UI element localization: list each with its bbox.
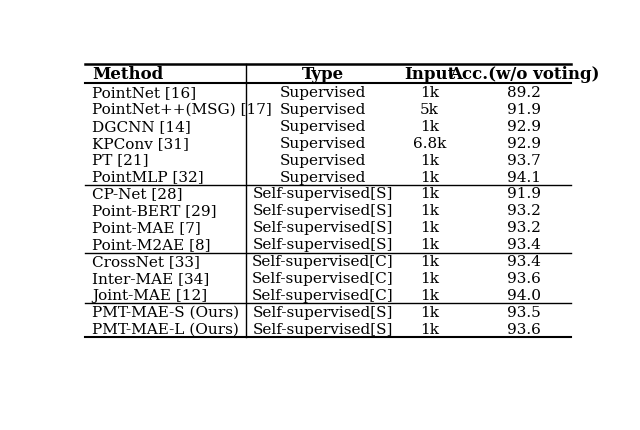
Text: Method: Method: [92, 66, 164, 83]
Text: Point-M2AE [8]: Point-M2AE [8]: [92, 238, 211, 252]
Text: Acc.(w/o voting): Acc.(w/o voting): [449, 66, 599, 83]
Text: KPConv [31]: KPConv [31]: [92, 136, 189, 150]
Text: 1k: 1k: [420, 322, 439, 336]
Text: 92.9: 92.9: [507, 120, 541, 133]
Text: Self-supervised[C]: Self-supervised[C]: [252, 255, 394, 269]
Text: 94.1: 94.1: [507, 170, 541, 184]
Text: 93.5: 93.5: [507, 305, 541, 319]
Text: PointNet++(MSG) [17]: PointNet++(MSG) [17]: [92, 103, 272, 117]
Text: 92.9: 92.9: [507, 136, 541, 150]
Text: 1k: 1k: [420, 153, 439, 167]
Text: Point-BERT [29]: Point-BERT [29]: [92, 204, 217, 218]
Text: Point-MAE [7]: Point-MAE [7]: [92, 221, 201, 235]
Text: Self-supervised[S]: Self-supervised[S]: [253, 305, 393, 319]
Text: 1k: 1k: [420, 86, 439, 100]
Text: Self-supervised[C]: Self-supervised[C]: [252, 289, 394, 302]
Text: Self-supervised[S]: Self-supervised[S]: [253, 204, 393, 218]
Text: 1k: 1k: [420, 221, 439, 235]
Text: 1k: 1k: [420, 204, 439, 218]
Text: 93.4: 93.4: [507, 238, 541, 252]
Text: 93.2: 93.2: [507, 204, 541, 218]
Text: CP-Net [28]: CP-Net [28]: [92, 187, 183, 201]
Text: PointMLP [32]: PointMLP [32]: [92, 170, 204, 184]
Text: 1k: 1k: [420, 238, 439, 252]
Text: Self-supervised[S]: Self-supervised[S]: [253, 187, 393, 201]
Text: 5k: 5k: [420, 103, 439, 117]
Text: PT [21]: PT [21]: [92, 153, 149, 167]
Text: Supervised: Supervised: [280, 86, 366, 100]
Text: 94.0: 94.0: [507, 289, 541, 302]
Text: 93.4: 93.4: [507, 255, 541, 269]
Text: 93.2: 93.2: [507, 221, 541, 235]
Text: 1k: 1k: [420, 187, 439, 201]
Text: Supervised: Supervised: [280, 136, 366, 150]
Text: Type: Type: [302, 66, 344, 83]
Text: Self-supervised[C]: Self-supervised[C]: [252, 271, 394, 286]
Text: 1k: 1k: [420, 271, 439, 286]
Text: 1k: 1k: [420, 289, 439, 302]
Text: 6.8k: 6.8k: [413, 136, 446, 150]
Text: 91.9: 91.9: [507, 187, 541, 201]
Text: DGCNN [14]: DGCNN [14]: [92, 120, 191, 133]
Text: PMT-MAE-S (Ours): PMT-MAE-S (Ours): [92, 305, 239, 319]
Text: Inter-MAE [34]: Inter-MAE [34]: [92, 271, 210, 286]
Text: Self-supervised[S]: Self-supervised[S]: [253, 322, 393, 336]
Text: 89.2: 89.2: [507, 86, 541, 100]
Text: Supervised: Supervised: [280, 170, 366, 184]
Text: Supervised: Supervised: [280, 103, 366, 117]
Text: Joint-MAE [12]: Joint-MAE [12]: [92, 289, 207, 302]
Text: Self-supervised[S]: Self-supervised[S]: [253, 238, 393, 252]
Text: 93.7: 93.7: [507, 153, 541, 167]
Text: 1k: 1k: [420, 170, 439, 184]
Text: 1k: 1k: [420, 305, 439, 319]
Text: 91.9: 91.9: [507, 103, 541, 117]
Text: 93.6: 93.6: [507, 322, 541, 336]
Text: PMT-MAE-L (Ours): PMT-MAE-L (Ours): [92, 322, 239, 336]
Text: Supervised: Supervised: [280, 153, 366, 167]
Text: CrossNet [33]: CrossNet [33]: [92, 255, 200, 269]
Text: 1k: 1k: [420, 255, 439, 269]
Text: Input: Input: [404, 66, 455, 83]
Text: Self-supervised[S]: Self-supervised[S]: [253, 221, 393, 235]
Text: 1k: 1k: [420, 120, 439, 133]
Text: Supervised: Supervised: [280, 120, 366, 133]
Text: 93.6: 93.6: [507, 271, 541, 286]
Text: PointNet [16]: PointNet [16]: [92, 86, 196, 100]
